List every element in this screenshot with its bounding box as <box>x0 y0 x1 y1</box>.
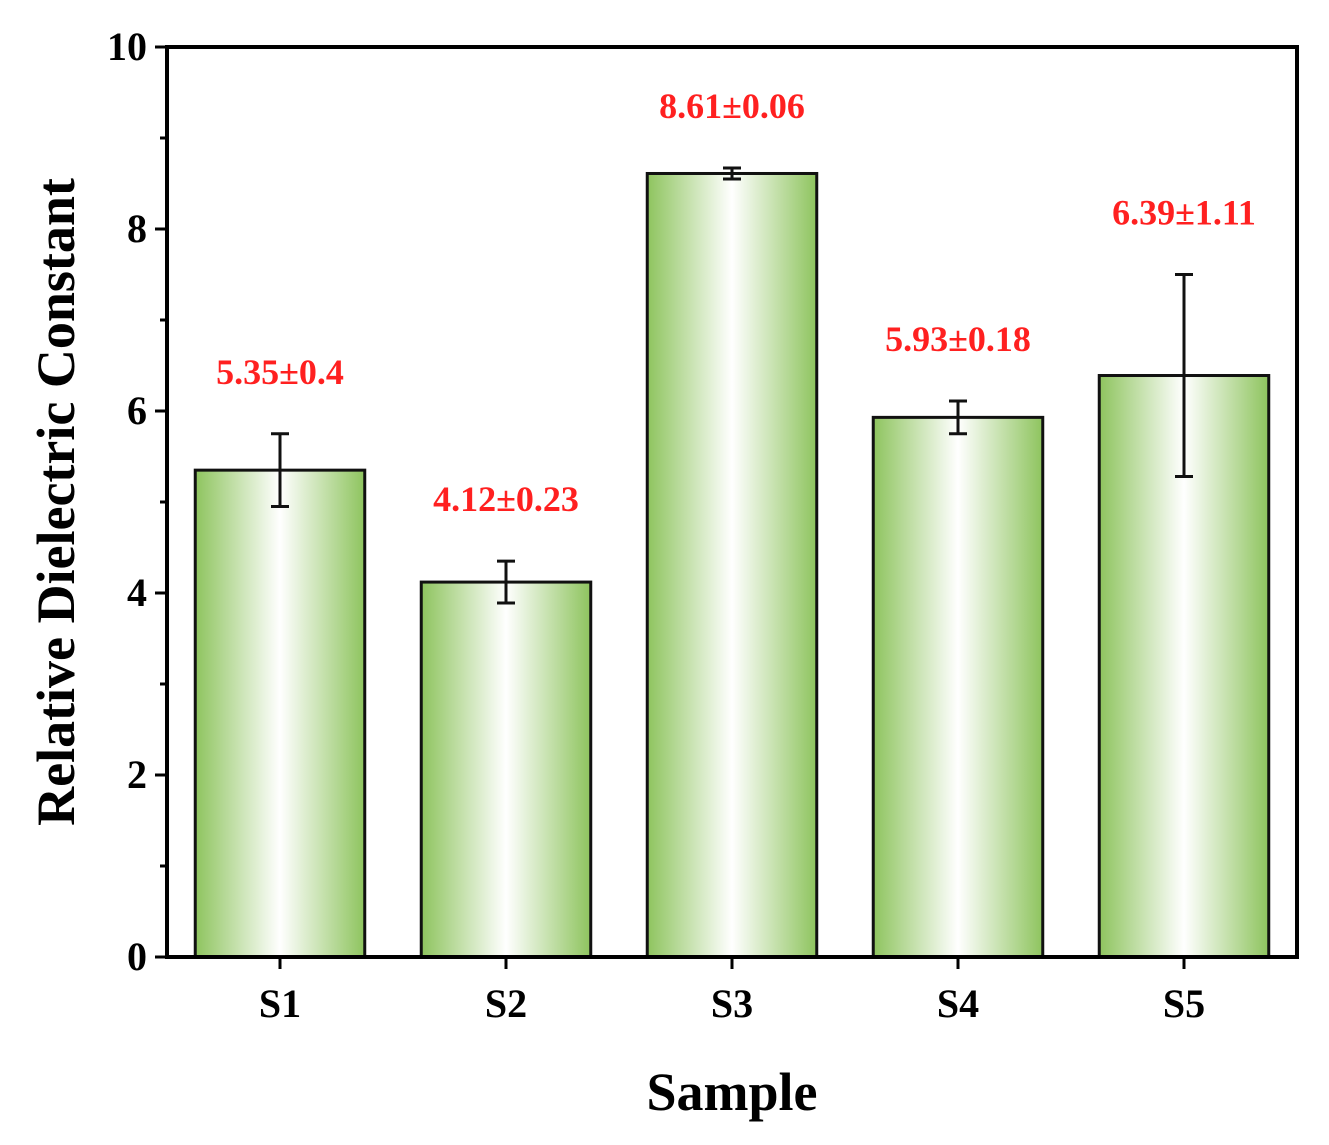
data-label-s5: 6.39±1.11 <box>1112 193 1256 233</box>
bar-s4 <box>871 415 1045 959</box>
y-tick-label-0: 0 <box>127 934 147 979</box>
data-label-s4: 5.93±0.18 <box>885 319 1031 359</box>
y-axis-ticks: 0 2 4 6 8 10 <box>107 24 167 979</box>
error-bar-s3 <box>723 166 741 181</box>
data-label-s3: 8.61±0.06 <box>659 86 805 126</box>
error-bar-s1 <box>271 432 289 509</box>
y-tick-label-2: 2 <box>127 752 147 797</box>
data-label-s1: 5.35±0.4 <box>216 352 344 392</box>
x-axis-ticks: S1 S2 S3 S4 S5 <box>259 957 1205 1026</box>
error-bar-s5 <box>1175 273 1193 479</box>
y-axis-title: Relative Dielectric Constant <box>26 178 86 826</box>
x-tick-label-s5: S5 <box>1163 981 1205 1026</box>
x-tick-label-s1: S1 <box>259 981 301 1026</box>
x-tick-label-s4: S4 <box>937 981 979 1026</box>
bar-s1 <box>193 468 367 959</box>
y-tick-label-4: 4 <box>127 570 147 615</box>
y-tick-label-10: 10 <box>107 24 147 69</box>
x-tick-label-s2: S2 <box>485 981 527 1026</box>
data-labels-group: 5.35±0.4 4.12±0.23 8.61±0.06 5.93±0.18 6.39±… <box>216 86 1256 519</box>
error-bars-group <box>271 166 1193 605</box>
y-tick-label-8: 8 <box>127 206 147 251</box>
error-bar-s4 <box>949 399 967 436</box>
x-axis-title: Sample <box>646 1062 817 1122</box>
bar-s3 <box>645 171 819 959</box>
error-bar-s2 <box>497 559 515 605</box>
bars-group <box>193 171 1271 959</box>
data-label-s2: 4.12±0.23 <box>433 479 579 519</box>
bar-s2 <box>419 580 593 959</box>
x-tick-label-s3: S3 <box>711 981 753 1026</box>
y-tick-label-6: 6 <box>127 388 147 433</box>
